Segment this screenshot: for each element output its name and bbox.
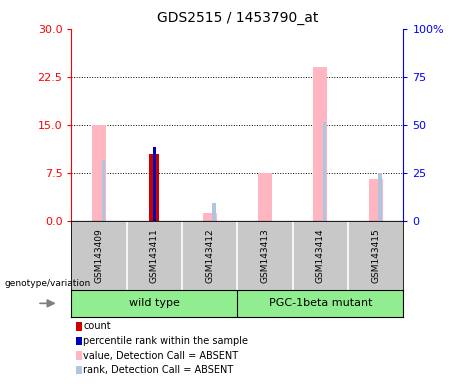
Bar (203, 213, 217, 221)
Bar (212, 203, 216, 221)
Text: rank, Detection Call = ABSENT: rank, Detection Call = ABSENT (83, 365, 233, 375)
Text: genotype/variation: genotype/variation (5, 279, 91, 288)
Text: count: count (83, 321, 111, 331)
Bar (101, 160, 105, 221)
Bar (369, 179, 383, 221)
Text: wild type: wild type (129, 298, 180, 308)
Title: GDS2515 / 1453790_at: GDS2515 / 1453790_at (157, 11, 318, 25)
Bar (258, 173, 272, 221)
Bar (378, 173, 382, 221)
Text: GSM143409: GSM143409 (95, 228, 104, 283)
Bar (153, 147, 156, 221)
Bar (92, 125, 106, 221)
Text: GSM143413: GSM143413 (260, 228, 270, 283)
Text: GSM143415: GSM143415 (371, 228, 380, 283)
Bar (313, 67, 327, 221)
Text: PGC-1beta mutant: PGC-1beta mutant (269, 298, 372, 308)
Bar (323, 122, 326, 221)
Text: GSM143412: GSM143412 (205, 228, 214, 283)
Text: value, Detection Call = ABSENT: value, Detection Call = ABSENT (83, 351, 238, 361)
Text: GSM143411: GSM143411 (150, 228, 159, 283)
Text: percentile rank within the sample: percentile rank within the sample (83, 336, 248, 346)
Text: GSM143414: GSM143414 (316, 228, 325, 283)
Bar (149, 154, 160, 221)
